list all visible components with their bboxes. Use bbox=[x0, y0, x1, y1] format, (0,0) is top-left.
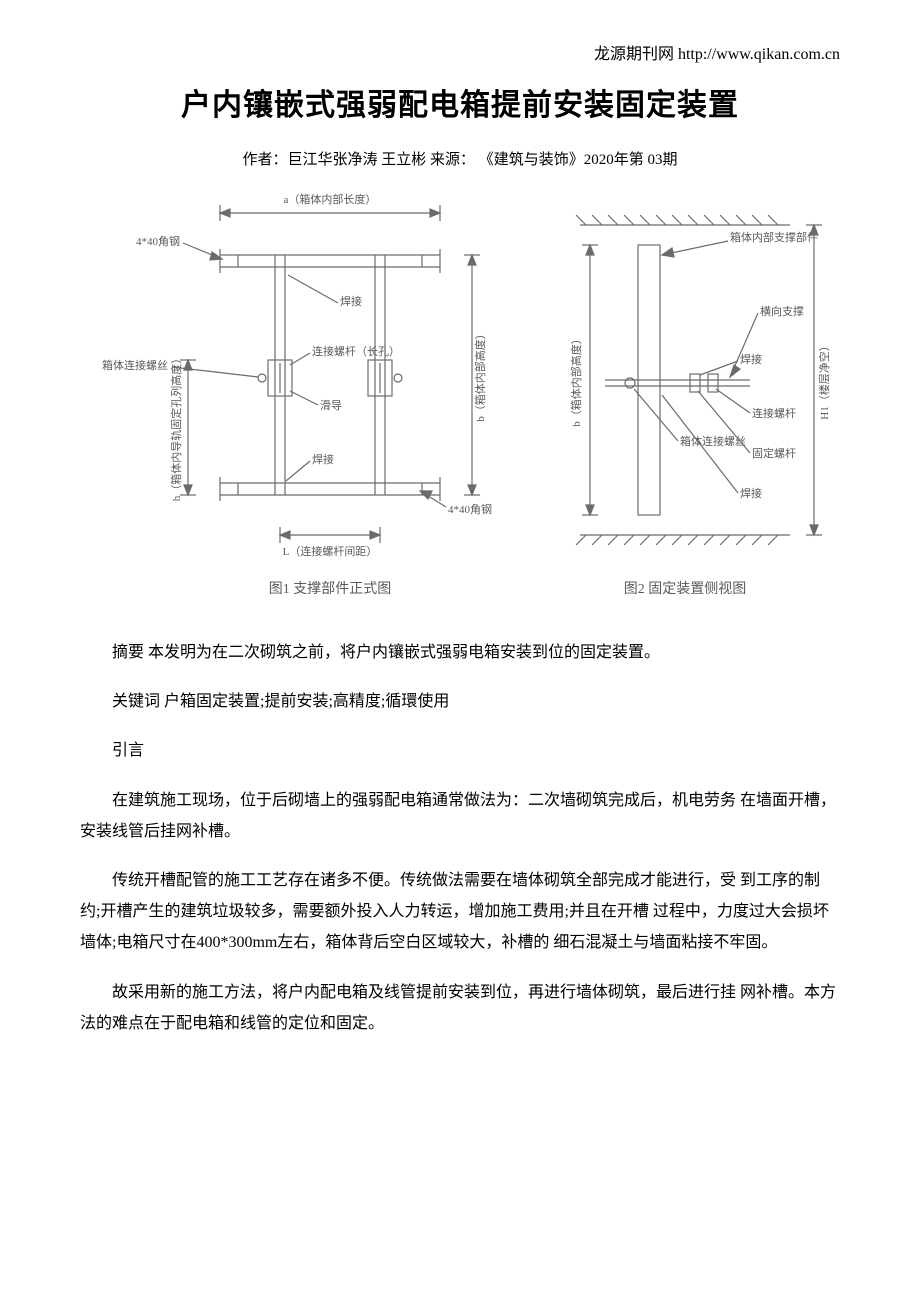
figures-row: a（箱体内部长度） 4*4 bbox=[80, 185, 840, 605]
fig1-angle-tl: 4*40角钢 bbox=[136, 235, 180, 248]
fig2-fix-bolt: 固定螺杆 bbox=[752, 446, 796, 460]
fig2-H1: H1（楼层净空） bbox=[817, 340, 831, 419]
fig1-caption: 图1 支撑部件正式图 bbox=[269, 581, 392, 597]
para-5: 传统开槽配管的施工工艺存在诸多不便。传统做法需要在墙体砌筑全部完成才能进行，受 … bbox=[80, 865, 840, 959]
fig1-weld: 焊接 bbox=[340, 294, 362, 308]
byline: 作者：巨江华张净涛 王立彬 来源： 《建筑与装饰》2020年第 03期 bbox=[80, 148, 840, 169]
fig1-weld2: 焊接 bbox=[312, 452, 334, 466]
fig1-conn-bolt: 箱体连接螺丝 bbox=[102, 358, 168, 372]
para-intro-heading: 引言 bbox=[80, 735, 840, 766]
fig2-lateral: 横向支撑 bbox=[760, 304, 804, 318]
fig1-slider: 滑导 bbox=[320, 399, 342, 412]
fig2-weld: 焊接 bbox=[740, 352, 762, 366]
fig1-b: b（箱体内部高度） bbox=[473, 328, 487, 422]
para-4: 在建筑施工现场，位于后砌墙上的强弱配电箱通常做法为：二次墙砌筑完成后，机电劳务 … bbox=[80, 785, 840, 847]
fig2-b: b（箱体内部高度） bbox=[569, 333, 583, 427]
fig2-caption: 图2 固定装置侧视图 bbox=[624, 581, 747, 597]
site-url: http://www.qikan.com.cn bbox=[678, 46, 840, 63]
site-label: 龙源期刊网 bbox=[594, 46, 674, 63]
fig1-top-dim: a（箱体内部长度） bbox=[284, 192, 377, 206]
fig1-L: L（连接螺杆间距） bbox=[283, 544, 378, 558]
fig2-inner-support: 箱体内部支撑部件 bbox=[730, 230, 818, 244]
header-source: 龙源期刊网 http://www.qikan.com.cn bbox=[80, 40, 840, 64]
fig1-angle-br: 4*40角钢 bbox=[448, 503, 492, 516]
fig2-weld2: 焊接 bbox=[740, 486, 762, 500]
fig1-slot: 连接螺杆（长孔） bbox=[312, 344, 400, 358]
fig2-conn-bolt-piece: 连接螺杆 bbox=[752, 406, 796, 420]
para-6: 故采用新的施工方法，将户内配电箱及线管提前安装到位，再进行墙体砌筑，最后进行挂 … bbox=[80, 977, 840, 1039]
para-keywords: 关键词 户箱固定装置;提前安装;高精度;循環使用 bbox=[80, 686, 840, 717]
figure-2: 箱体内部支撑部件 横向支撑 焊接 连接螺杆 箱体连接螺丝 固定螺杆 焊接 b（箱… bbox=[530, 185, 840, 605]
fig1-h: h（箱体内导轨固定孔列高度） bbox=[169, 353, 183, 502]
figure-1: a（箱体内部长度） 4*4 bbox=[80, 185, 520, 605]
page-title: 户内镶嵌式强弱配电箱提前安装固定装置 bbox=[80, 80, 840, 124]
para-abstract: 摘要 本发明为在二次砌筑之前，将户内镶嵌式强弱电箱安装到位的固定装置。 bbox=[80, 637, 840, 668]
